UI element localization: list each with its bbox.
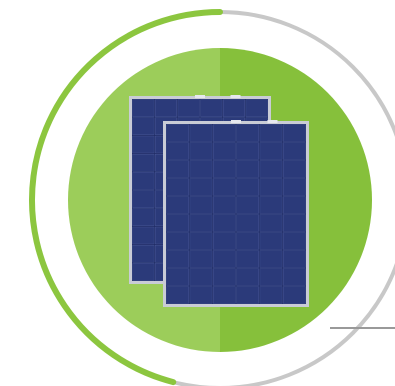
panel-cell: [189, 124, 213, 142]
panel-cell: [200, 99, 223, 117]
panel-cell: [259, 124, 283, 142]
panel-cell: [283, 286, 306, 304]
panel-cell: [189, 160, 213, 178]
panel-cell: [259, 232, 283, 250]
panel-cell: [132, 117, 155, 135]
panel-cell: [213, 196, 236, 214]
panel-cell: [283, 250, 306, 268]
panel-cell: [259, 286, 283, 304]
panel-cell: [213, 250, 236, 268]
panel-cell: [189, 178, 213, 196]
panel-cell: [283, 142, 306, 160]
panel-cell: [132, 172, 155, 190]
panel-cell: [236, 214, 259, 232]
panel-junction-tab: [267, 120, 278, 123]
panel-cell: [283, 124, 306, 142]
panel-cell: [259, 196, 283, 214]
panel-cell: [236, 250, 259, 268]
panel-cell: [245, 99, 268, 117]
panel-cell: [283, 160, 306, 178]
panel-cell: [259, 214, 283, 232]
panel-cell: [259, 250, 283, 268]
panel-cell: [166, 160, 189, 178]
panel-cell: [223, 99, 245, 117]
panel-cell: [213, 214, 236, 232]
panel-cell: [189, 214, 213, 232]
panel-junction-tab: [195, 95, 205, 98]
panel-cell: [236, 178, 259, 196]
panel-cell: [259, 268, 283, 286]
panel-cell: [132, 190, 155, 208]
panel-cell: [132, 208, 155, 226]
panel-cell: [236, 124, 259, 142]
panel-cell: [213, 268, 236, 286]
panel-cell: [213, 178, 236, 196]
panel-cell: [236, 286, 259, 304]
panel-cell: [236, 160, 259, 178]
panel-cell: [283, 232, 306, 250]
panel-cell: [236, 232, 259, 250]
panel-cell: [132, 263, 155, 281]
panel-cell: [155, 99, 177, 117]
panel-junction-tab: [230, 95, 241, 98]
panel-cell: [166, 196, 189, 214]
panel-cell: [166, 142, 189, 160]
solar-panel-front: [163, 120, 309, 307]
panel-cell: [259, 160, 283, 178]
panel-cell: [189, 142, 213, 160]
panel-cell: [166, 250, 189, 268]
panel-cell: [166, 268, 189, 286]
panel-cell: [213, 160, 236, 178]
panel-cell: [166, 178, 189, 196]
panel-cell: [283, 268, 306, 286]
panel-cell: [166, 124, 189, 142]
panel-cell: [132, 245, 155, 263]
panel-cell: [236, 142, 259, 160]
panel-cell: [213, 232, 236, 250]
panel-cell: [259, 142, 283, 160]
panel-cell: [189, 286, 213, 304]
panel-surface: [166, 124, 306, 304]
panel-cell: [189, 196, 213, 214]
panel-cell: [283, 214, 306, 232]
panel-cell: [132, 99, 155, 117]
panel-cell: [213, 286, 236, 304]
panel-junction-tab: [231, 120, 241, 123]
panel-cell: [213, 124, 236, 142]
panel-cell: [189, 250, 213, 268]
panel-cell: [166, 286, 189, 304]
panel-cell: [177, 99, 200, 117]
panel-cell: [213, 142, 236, 160]
panel-cell: [132, 154, 155, 172]
panel-cell: [132, 226, 155, 245]
progress-ring-arc: [29, 9, 223, 386]
panel-cell: [259, 178, 283, 196]
panel-cell: [236, 268, 259, 286]
panel-cell: [283, 196, 306, 214]
panel-cell: [283, 178, 306, 196]
panel-cell: [132, 135, 155, 154]
panel-cell: [236, 196, 259, 214]
panel-cell: [189, 232, 213, 250]
panel-cell: [166, 214, 189, 232]
panel-cell: [189, 268, 213, 286]
panel-cell: [166, 232, 189, 250]
